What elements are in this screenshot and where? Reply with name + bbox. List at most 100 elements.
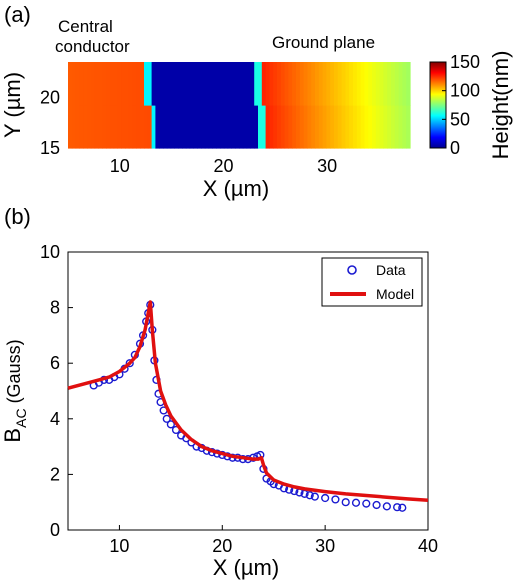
heatmap-cell (220, 62, 225, 106)
heatmap-cell (353, 62, 358, 106)
heatmap-cell (166, 62, 172, 106)
heatmap-cell (299, 62, 305, 106)
heatmap-cell (182, 105, 187, 149)
heatmap-cell (151, 105, 156, 149)
heatmap-cell (394, 62, 400, 106)
heatmap-cell (223, 62, 229, 106)
heatmap-cell (341, 105, 346, 149)
colorbar (429, 61, 447, 149)
heatmap-cell (94, 105, 99, 149)
heatmap-cell (318, 105, 324, 149)
heatmap-cell (322, 62, 327, 106)
heatmap-cell (364, 105, 369, 149)
heatmap-cell (303, 62, 308, 106)
heatmap-cell (193, 105, 198, 149)
heatmap-cell (109, 62, 115, 106)
y-tick-label: 6 (50, 353, 60, 373)
heatmap-cell (185, 62, 191, 106)
heatmap-cell (227, 105, 232, 149)
colorbar-tick-label: 0 (450, 138, 460, 158)
legend-box (321, 257, 423, 307)
y-tick-label: 10 (40, 242, 60, 262)
heatmap-cell (128, 62, 134, 106)
heatmap-cell (83, 105, 88, 149)
panel-a-x-label: X (µm) (203, 176, 269, 201)
heatmap-cell (125, 105, 130, 149)
heatmap-cell (258, 62, 263, 106)
heatmap-cell (136, 62, 141, 106)
legend-data-label: Data (376, 262, 406, 278)
data-point (125, 359, 134, 368)
heatmap-cell (212, 105, 217, 149)
heatmap-cell (235, 62, 240, 106)
heatmap-cell (398, 105, 403, 149)
heatmap-cell (136, 105, 141, 149)
colorbar-tick-label: 50 (450, 109, 470, 129)
heatmap-cell (322, 105, 327, 149)
heatmap-cell (254, 62, 259, 106)
heatmap-y-tick-label: 15 (40, 138, 60, 158)
heatmap-cell (406, 105, 411, 149)
heatmap-cell (292, 105, 297, 149)
heatmap-cell (79, 105, 84, 149)
heatmap-cell (208, 62, 213, 106)
model-line (67, 300, 429, 503)
heatmap-cell (239, 105, 244, 149)
data-point (398, 503, 407, 512)
heatmap-cell (163, 105, 168, 149)
panel-b-label: (b) (4, 204, 31, 229)
heatmap-cell (90, 62, 96, 106)
heatmap-cell (98, 105, 103, 149)
heatmap-cell (330, 62, 335, 106)
heatmap-cell (345, 62, 350, 106)
y-tick-label: 4 (50, 409, 60, 429)
panel-b-x-label: X (µm) (213, 555, 279, 580)
heatmap-cell (265, 62, 270, 106)
heatmap-cell (216, 105, 221, 149)
heatmap-x-tick-label: 20 (213, 156, 233, 176)
heatmap-cell (170, 105, 175, 149)
heatmap-cell (402, 105, 407, 149)
heatmap-cell (360, 62, 365, 106)
heatmap-cell (311, 105, 316, 149)
heatmap-cell (178, 105, 183, 149)
heatmap-cell (303, 105, 308, 149)
heatmap-cell (212, 62, 217, 106)
heatmap-axes: 10 20 30 15 20 (40, 87, 337, 176)
heatmap-cell (79, 62, 84, 106)
heatmap-cell (94, 62, 99, 106)
heatmap-cell (121, 62, 126, 106)
heatmap-cell (334, 105, 339, 149)
heatmap-cell (288, 105, 293, 149)
heatmap-cell (242, 62, 248, 106)
heatmap-cell (239, 62, 244, 106)
heatmap-cell (402, 62, 407, 106)
heatmap-cell (372, 62, 377, 106)
heatmap-y-tick-label: 20 (40, 87, 60, 107)
data-point (372, 500, 381, 510)
heatmap-cell (75, 62, 80, 106)
heatmap-cell (387, 62, 392, 106)
legend-data-marker (347, 265, 357, 275)
heatmap-cell (273, 62, 278, 106)
heatmap-cell (159, 105, 164, 149)
data-point (321, 493, 330, 503)
annotation-ground-plane: Ground plane (272, 33, 375, 52)
heatmap-cell (227, 62, 232, 106)
heatmap-cell (189, 105, 194, 149)
heatmap-cell (349, 62, 354, 106)
heatmap-cell (299, 105, 305, 149)
heatmap-cell (220, 105, 225, 149)
heatmap-cell (284, 105, 289, 149)
heatmap-cell (292, 62, 297, 106)
heatmap-cell (151, 62, 156, 106)
heatmap-cell (144, 62, 149, 106)
heatmap-cell (117, 62, 122, 106)
heatmap-x-tick-label: 30 (317, 156, 337, 176)
heatmap-cell (326, 62, 331, 106)
heatmap-cell (109, 105, 115, 149)
heatmap-cell (68, 105, 73, 149)
panel-b-y-label: BAC (Gauss) (0, 339, 29, 442)
heatmap-cell (261, 62, 267, 106)
heatmap-cell (201, 62, 206, 106)
